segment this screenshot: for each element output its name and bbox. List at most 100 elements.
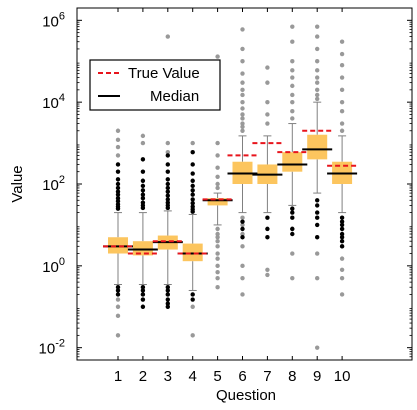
- outlier-point: [290, 116, 294, 120]
- outlier-point: [315, 47, 319, 51]
- outlier-point: [240, 264, 244, 268]
- outlier-point: [340, 227, 344, 231]
- outlier-point: [315, 24, 319, 28]
- outlier-point: [240, 27, 244, 31]
- outlier-point: [240, 59, 244, 63]
- outlier-point: [116, 314, 120, 318]
- outlier-point: [215, 227, 219, 231]
- outlier-point: [340, 216, 344, 220]
- outlier-point: [265, 227, 269, 231]
- outlier-point: [290, 68, 294, 72]
- outlier-point: [116, 292, 120, 296]
- outlier-point: [340, 121, 344, 125]
- outlier-point: [340, 239, 344, 243]
- outlier-point: [215, 244, 219, 248]
- outlier-point: [240, 292, 244, 296]
- outlier-point: [265, 100, 269, 104]
- outlier-point: [340, 75, 344, 79]
- outlier-point: [315, 75, 319, 79]
- outlier-point: [141, 196, 145, 200]
- outlier-point: [141, 157, 145, 161]
- outlier-point: [240, 235, 244, 239]
- outlier-point: [141, 288, 145, 292]
- outlier-point: [215, 54, 219, 58]
- outlier-point: [116, 288, 120, 292]
- y-tick-label: 106: [42, 10, 65, 30]
- outlier-point: [240, 227, 244, 231]
- outlier-point: [290, 100, 294, 104]
- outlier-point: [215, 153, 219, 157]
- outlier-point: [290, 276, 294, 280]
- y-tick-label: 10-2: [39, 338, 65, 358]
- outlier-point: [166, 206, 170, 210]
- outlier-point: [315, 216, 319, 220]
- y-tick-label: 104: [42, 92, 65, 112]
- outlier-point: [315, 235, 319, 239]
- outlier-point: [290, 227, 294, 231]
- outlier-point: [116, 169, 120, 173]
- outlier-point: [240, 88, 244, 92]
- outlier-point: [240, 116, 244, 120]
- outlier-point: [215, 285, 219, 289]
- outlier-point: [191, 179, 195, 183]
- outlier-point: [116, 206, 120, 210]
- outlier-point: [290, 109, 294, 113]
- outlier-point: [290, 206, 294, 210]
- outlier-point: [240, 219, 244, 223]
- outlier-point: [240, 80, 244, 84]
- legend: True Value Median: [90, 60, 220, 110]
- legend-median-label: Median: [150, 88, 199, 105]
- outlier-point: [215, 264, 219, 268]
- outlier-point: [191, 188, 195, 192]
- outlier-point: [166, 288, 170, 292]
- outlier-point: [315, 198, 319, 202]
- outlier-point: [141, 305, 145, 309]
- outlier-point: [315, 345, 319, 349]
- outlier-point: [340, 244, 344, 248]
- outlier-point: [315, 93, 319, 97]
- outlier-point: [116, 162, 120, 166]
- outlier-point: [116, 138, 120, 142]
- outlier-point: [141, 141, 145, 145]
- outlier-point: [315, 34, 319, 38]
- outlier-point: [191, 150, 195, 154]
- outlier-point: [191, 192, 195, 196]
- outlier-point: [166, 34, 170, 38]
- outlier-point: [240, 216, 244, 220]
- outlier-point: [240, 47, 244, 51]
- outlier-point: [166, 292, 170, 296]
- x-tick-label: 9: [313, 368, 321, 385]
- outlier-point: [315, 251, 319, 255]
- outlier-point: [290, 75, 294, 79]
- y-tick-label: 100: [42, 256, 65, 276]
- x-tick-label: 6: [238, 368, 246, 385]
- outlier-point: [116, 153, 120, 157]
- outlier-point: [191, 305, 195, 309]
- outlier-point: [191, 292, 195, 296]
- outlier-point: [191, 141, 195, 145]
- outlier-point: [191, 333, 195, 337]
- outlier-point: [340, 276, 344, 280]
- outlier-point: [215, 239, 219, 243]
- outlier-point: [290, 216, 294, 220]
- outlier-point: [191, 171, 195, 175]
- legend-true-value-label: True Value: [128, 65, 200, 82]
- outlier-point: [215, 235, 219, 239]
- outlier-point: [116, 129, 120, 133]
- outlier-point: [265, 65, 269, 69]
- outlier-point: [141, 179, 145, 183]
- outlier-point: [290, 251, 294, 255]
- outlier-point: [215, 270, 219, 274]
- outlier-point: [191, 210, 195, 214]
- outlier-point: [340, 88, 344, 92]
- x-tick-label: 10: [334, 368, 351, 385]
- iqr-box: [282, 152, 302, 172]
- outlier-point: [240, 129, 244, 133]
- outlier-point: [240, 100, 244, 104]
- outlier-point: [116, 305, 120, 309]
- iqr-box: [183, 244, 203, 262]
- outlier-point: [191, 297, 195, 301]
- outlier-point: [166, 193, 170, 197]
- outlier-point: [340, 292, 344, 296]
